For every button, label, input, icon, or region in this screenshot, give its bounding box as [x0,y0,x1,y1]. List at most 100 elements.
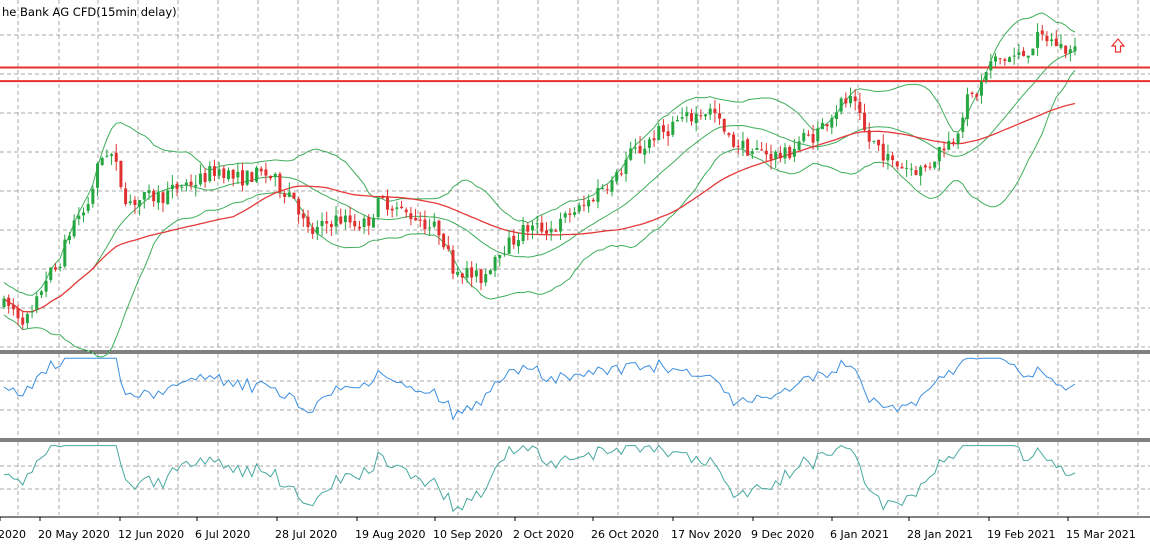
candle-body [105,155,109,157]
candle-body [465,268,469,278]
x-tick-label: 26 Oct 2020 [591,528,659,541]
candle-body [484,274,488,283]
candle-body [516,240,520,247]
candle [746,137,750,157]
candle-body [872,140,876,142]
candle-body [44,280,48,292]
candle [554,228,558,232]
candle-body [348,215,352,223]
candle-body [783,147,787,159]
candle-body [867,130,871,142]
candle [236,162,240,185]
candle-body [1068,49,1072,54]
candle-body [409,213,413,220]
candle-body [601,188,605,190]
candle [409,207,413,226]
candle [713,99,717,123]
candle-body [437,220,441,236]
candle-body [245,170,249,185]
candle [488,269,492,275]
candle-body [456,271,460,275]
candle-body [353,221,357,227]
candle [867,122,871,150]
candle [367,214,371,235]
candle-body [937,147,941,162]
candle [1073,37,1077,56]
candle-body [7,297,11,307]
horizontal-levels [0,66,1150,83]
candle [839,96,843,115]
x-tick-label: 28 Jul 2020 [275,528,337,541]
candle-body [685,112,689,117]
grid [0,0,1150,515]
candle [919,164,923,186]
candle [530,220,534,239]
candle [343,209,347,230]
candle [49,266,53,283]
candle [563,211,567,224]
x-tick-label: 2020 [0,528,26,541]
up-arrow-shape [1110,38,1126,53]
candle-body [638,145,642,154]
candle-body [222,168,226,178]
candle-body [970,92,974,94]
candle-body [530,225,534,231]
candle-body [170,184,174,190]
candle [638,135,642,154]
up-arrow-icon [1110,38,1126,53]
candle [381,194,385,200]
candle [1026,55,1030,64]
candle [615,169,619,185]
candle-body [16,308,20,319]
candle [208,161,212,183]
candle-body [493,256,497,271]
candle-body [371,217,375,228]
candle [474,263,478,283]
x-tick-label: 15 Mar 2021 [1066,528,1136,541]
candle [582,195,586,212]
candle [928,162,932,171]
candle-body [694,113,698,124]
candle [16,304,20,326]
candle-body [119,160,123,187]
candle [877,139,881,151]
candle [993,52,997,67]
candle-body [212,166,216,176]
candle-body [21,317,25,325]
candle-body [1003,59,1007,61]
candle [58,263,62,272]
candle [1022,47,1026,57]
candle [114,143,118,171]
candle [577,202,581,214]
candle-body [615,172,619,182]
candle-body [629,148,633,160]
candle [329,220,333,236]
candle [428,218,432,236]
candle-body [203,173,207,183]
candle-body [512,235,516,245]
candle [21,310,25,330]
candle [1040,24,1044,41]
x-tick-label: 6 Jul 2020 [195,528,250,541]
candle-body [671,121,675,135]
candle [423,210,427,235]
candle-body [77,215,81,220]
candle-body [568,213,572,215]
candle-body [657,126,661,140]
candle [979,74,983,104]
candle [849,87,853,108]
candle-body [965,94,969,119]
candle [975,92,979,101]
candle-body [128,201,132,204]
x-tick-label: 19 Aug 2020 [355,528,425,541]
candle [96,162,100,196]
candle-body [909,168,913,170]
candle [53,263,57,272]
candle-body [624,159,628,174]
candle [348,206,352,229]
candle-body [839,98,843,112]
candle [170,174,174,199]
candle [778,145,782,163]
candle [587,194,591,213]
candle-body [67,235,71,241]
